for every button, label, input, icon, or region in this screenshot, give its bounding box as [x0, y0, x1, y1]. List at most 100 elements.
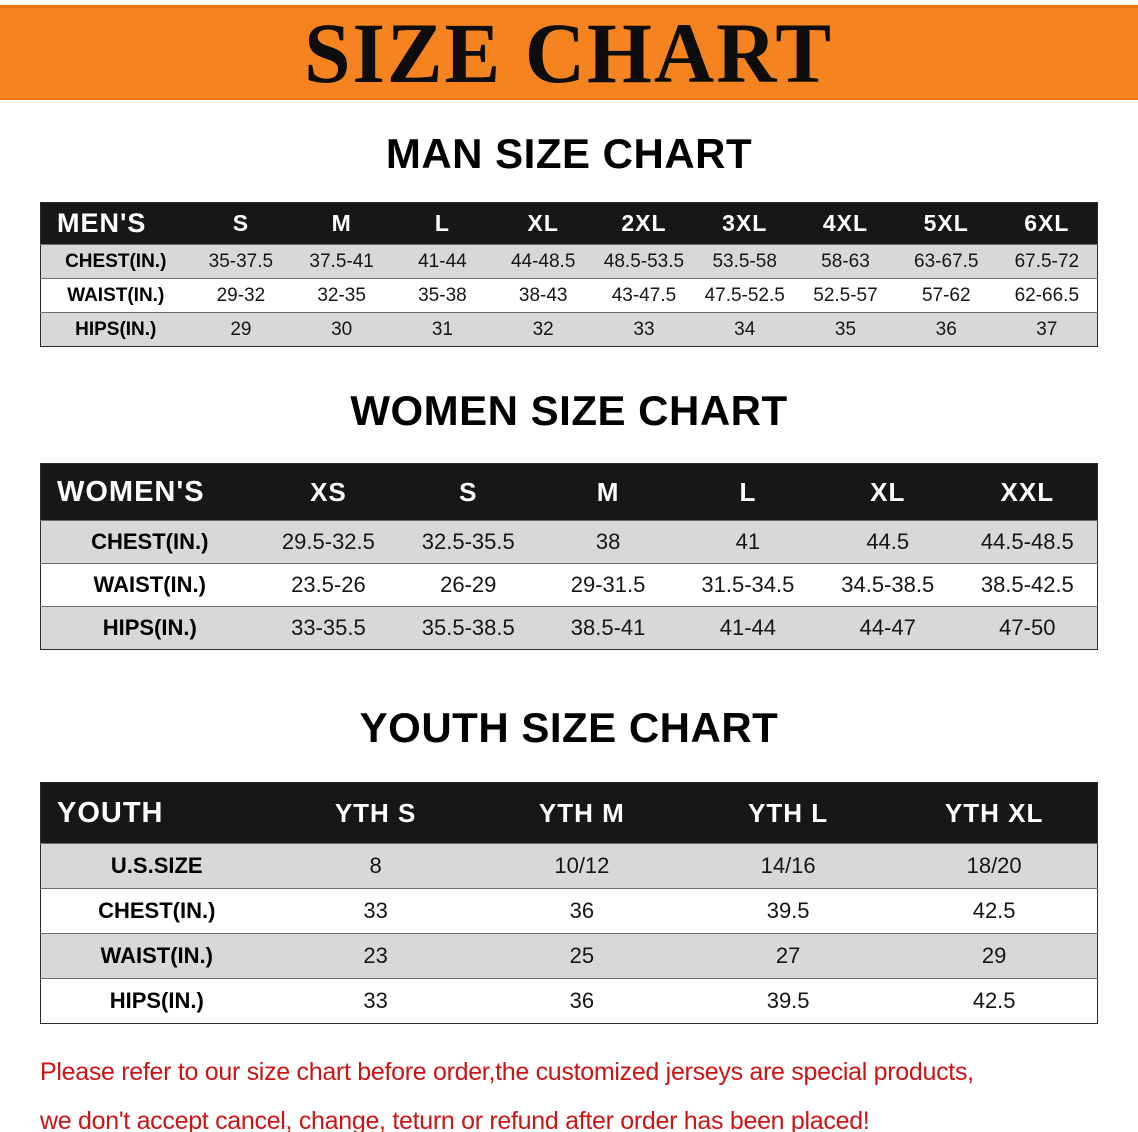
value-cell: 63-67.5 [914, 250, 979, 272]
value-cell: 35-37.5 [208, 250, 274, 272]
size-header-cell: XL [492, 202, 594, 245]
value-cell: 42.5 [972, 988, 1016, 1013]
size-header-cell: 6XL [996, 202, 1098, 245]
measurement-row: WAIST(IN.) 23 25 27 29 [40, 933, 1098, 979]
row-label-cell: CHEST(IN.) [65, 250, 167, 272]
disclaimer-line-2: we don't accept cancel, change, teturn o… [40, 1107, 870, 1132]
size-header-cell: 5XL [895, 202, 997, 245]
value-cell: 10/12 [554, 853, 610, 878]
size-header-cell: XS [258, 463, 399, 521]
value-cell: 37 [1036, 318, 1058, 340]
value-cell: 41-44 [418, 250, 467, 272]
value-cell: 38.5-42.5 [980, 572, 1074, 597]
measurement-row: HIPS(IN.) 29 30 31 32 33 34 35 36 37 [40, 312, 1098, 347]
value-cell: 14/16 [760, 853, 816, 878]
value-cell: 29 [230, 318, 252, 340]
row-label-cell: HIPS(IN.) [109, 988, 204, 1013]
value-cell: 31.5-34.5 [701, 572, 795, 597]
size-header-cell: M [291, 202, 393, 245]
value-cell: 33 [633, 318, 655, 340]
measurement-row: U.S.SIZE 8 10/12 14/16 18/20 [40, 843, 1098, 889]
value-cell: 41-44 [719, 615, 777, 640]
size-chart-banner: SIZE CHART [0, 5, 1138, 101]
value-cell: 44.5 [866, 529, 910, 554]
value-cell: 36 [569, 898, 595, 923]
value-cell: 23 [363, 943, 388, 968]
value-cell: 25 [569, 943, 595, 968]
value-cell: 38-43 [518, 284, 568, 306]
value-cell: 44-47 [859, 615, 916, 640]
table-header-row: MEN'S S M L XL 2XL 3XL 4XL 5XL 6XL [40, 202, 1098, 245]
value-cell: 53.5-58 [712, 250, 777, 272]
measurement-row: WAIST(IN.) 23.5-26 26-29 29-31.5 31.5-34.5 34… [40, 563, 1098, 607]
size-header-cell: YTH S [272, 782, 479, 844]
value-cell: 33 [363, 898, 388, 923]
value-cell: 33 [363, 988, 388, 1013]
value-cell: 42.5 [972, 898, 1016, 923]
value-cell: 27 [775, 943, 801, 968]
value-cell: 36 [569, 988, 595, 1013]
value-cell: 44.5-48.5 [980, 529, 1074, 554]
value-cell: 41 [735, 529, 761, 554]
value-cell: 18/20 [966, 853, 1022, 878]
table-header-row: WOMEN'S XS S M L XL XXL [40, 463, 1098, 521]
men-section-heading: MAN SIZE CHART [385, 130, 753, 177]
value-cell: 57-62 [921, 284, 971, 306]
value-cell: 43-47.5 [611, 284, 677, 306]
value-cell: 36 [935, 318, 957, 340]
value-cell: 31 [431, 318, 453, 340]
size-header-cell: 4XL [795, 202, 896, 245]
row-label-cell: HIPS(IN.) [75, 318, 157, 340]
disclaimer-line-1: Please refer to our size chart before or… [40, 1058, 974, 1086]
value-cell: 35 [834, 318, 857, 340]
row-label-cell: CHEST(IN.) [98, 898, 216, 923]
table-title-cell: WOMEN'S [40, 463, 259, 521]
value-cell: 47.5-52.5 [704, 284, 785, 306]
row-label-cell: HIPS(IN.) [102, 615, 197, 640]
value-cell: 47-50 [999, 615, 1056, 640]
size-header-cell: XL [817, 463, 958, 521]
value-cell: 48.5-53.5 [603, 250, 685, 272]
women-section: WOMEN SIZE CHART WOMEN'S XS S M L XL XXL CHEST(… [0, 387, 1138, 650]
value-cell: 35.5-38.5 [421, 615, 515, 640]
size-header-cell: YTH XL [891, 782, 1098, 844]
size-header-cell: S [398, 463, 539, 521]
value-cell: 23.5-26 [291, 572, 366, 597]
size-header-cell: 3XL [694, 202, 796, 245]
row-label-cell: CHEST(IN.) [91, 529, 209, 554]
value-cell: 44-48.5 [510, 250, 576, 272]
measurement-row: HIPS(IN.) 33-35.5 35.5-38.5 38.5-41 41-44 44-… [40, 606, 1098, 650]
value-cell: 32-35 [317, 284, 366, 306]
size-header-cell: 2XL [593, 202, 695, 245]
size-header-cell: L [677, 463, 818, 521]
measurement-row: CHEST(IN.) 35-37.5 37.5-41 41-44 44-48.5 48.5… [40, 244, 1098, 279]
value-cell: 34.5-38.5 [841, 572, 935, 597]
disclaimer-text: Please refer to our size chart before or… [40, 1048, 1138, 1132]
measurement-row: CHEST(IN.) 29.5-32.5 32.5-35.5 38 41 44.5 44.5… [40, 520, 1098, 564]
youth-size-table: YOUTH YTH S YTH M YTH L YTH XL U.S.SIZE 8 10/12… [40, 782, 1098, 1024]
measurement-row: WAIST(IN.) 29-32 32-35 35-38 38-43 43-47.5 47.… [40, 278, 1098, 313]
women-section-heading: WOMEN SIZE CHART [350, 387, 788, 434]
table-title-cell: MEN'S [40, 202, 191, 245]
youth-section-heading: YOUTH SIZE CHART [359, 704, 779, 751]
value-cell: 34 [734, 318, 756, 340]
row-label-cell: U.S.SIZE [110, 853, 203, 878]
youth-section: YOUTH SIZE CHART YOUTH YTH S YTH M YTH L YTH… [0, 704, 1138, 1024]
value-cell: 52.5-57 [813, 284, 878, 306]
men-size-table: MEN'S S M L XL 2XL 3XL 4XL 5XL 6XL CHEST(IN.) 35-37… [40, 202, 1098, 347]
value-cell: 29.5-32.5 [281, 529, 375, 554]
value-cell: 67.5-72 [1014, 250, 1080, 272]
value-cell: 8 [369, 853, 382, 878]
size-header-cell: YTH M [478, 782, 685, 844]
value-cell: 39.5 [766, 988, 810, 1013]
size-header-cell: M [538, 463, 678, 521]
size-header-cell: YTH L [685, 782, 892, 844]
value-cell: 62-66.5 [1014, 284, 1080, 306]
row-label-cell: WAIST(IN.) [100, 943, 213, 968]
value-cell: 39.5 [766, 898, 810, 923]
size-header-cell: S [190, 202, 292, 245]
value-cell: 35-38 [418, 284, 467, 306]
value-cell: 58-63 [821, 250, 870, 272]
banner-title: SIZE CHART [304, 5, 834, 101]
measurement-row: CHEST(IN.) 33 36 39.5 42.5 [40, 888, 1098, 934]
